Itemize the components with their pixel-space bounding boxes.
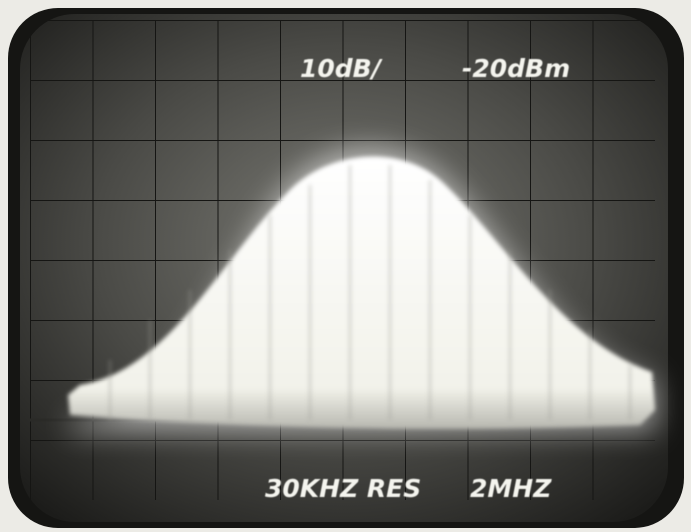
spectrum-trace bbox=[68, 156, 655, 429]
scale-label: 10dB/ bbox=[300, 54, 383, 83]
resolution-label: 30KHZ RES bbox=[265, 474, 421, 503]
reference-label: -20dBm bbox=[462, 54, 570, 83]
trace-texture bbox=[109, 165, 631, 420]
span-label: 2MHZ bbox=[470, 474, 552, 503]
